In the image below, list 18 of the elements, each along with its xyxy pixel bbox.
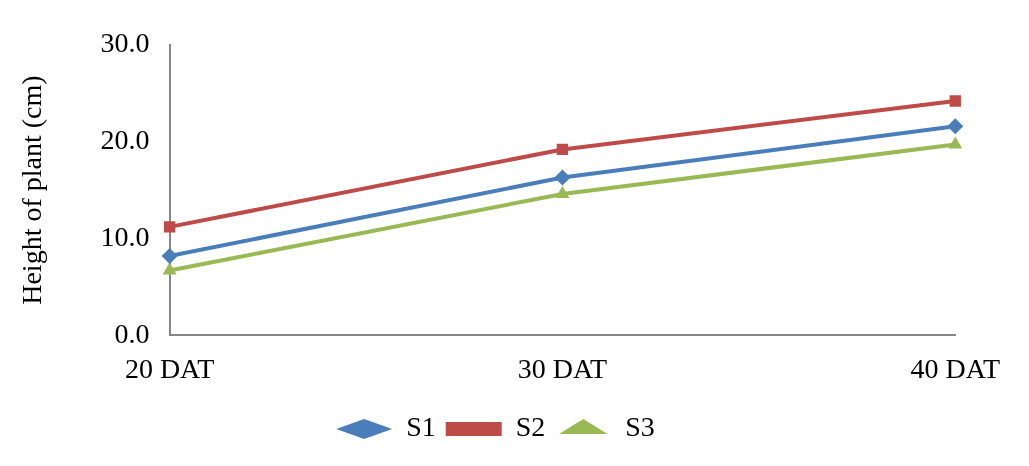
point [162, 262, 177, 275]
x-tick-label: 40 DAT [910, 352, 1001, 384]
point [949, 95, 961, 107]
y-tick-label: 10.0 [100, 220, 150, 252]
legend-label: S3 [625, 411, 655, 443]
y-tick-label: 30.0 [100, 27, 150, 59]
point [947, 118, 964, 135]
legend-label: S1 [406, 411, 436, 443]
y-tick-label: 0.0 [114, 317, 150, 349]
point [556, 143, 569, 156]
y-axis-title: Height of plant (cm) [16, 75, 48, 305]
x-tick-label: 20 DAT [124, 352, 215, 384]
point [163, 221, 176, 233]
point [554, 169, 571, 186]
legend-label: S2 [515, 411, 546, 443]
y-tick-label: 20.0 [100, 124, 150, 156]
x-tick-label: 30 DAT [517, 352, 608, 384]
point [161, 247, 178, 264]
